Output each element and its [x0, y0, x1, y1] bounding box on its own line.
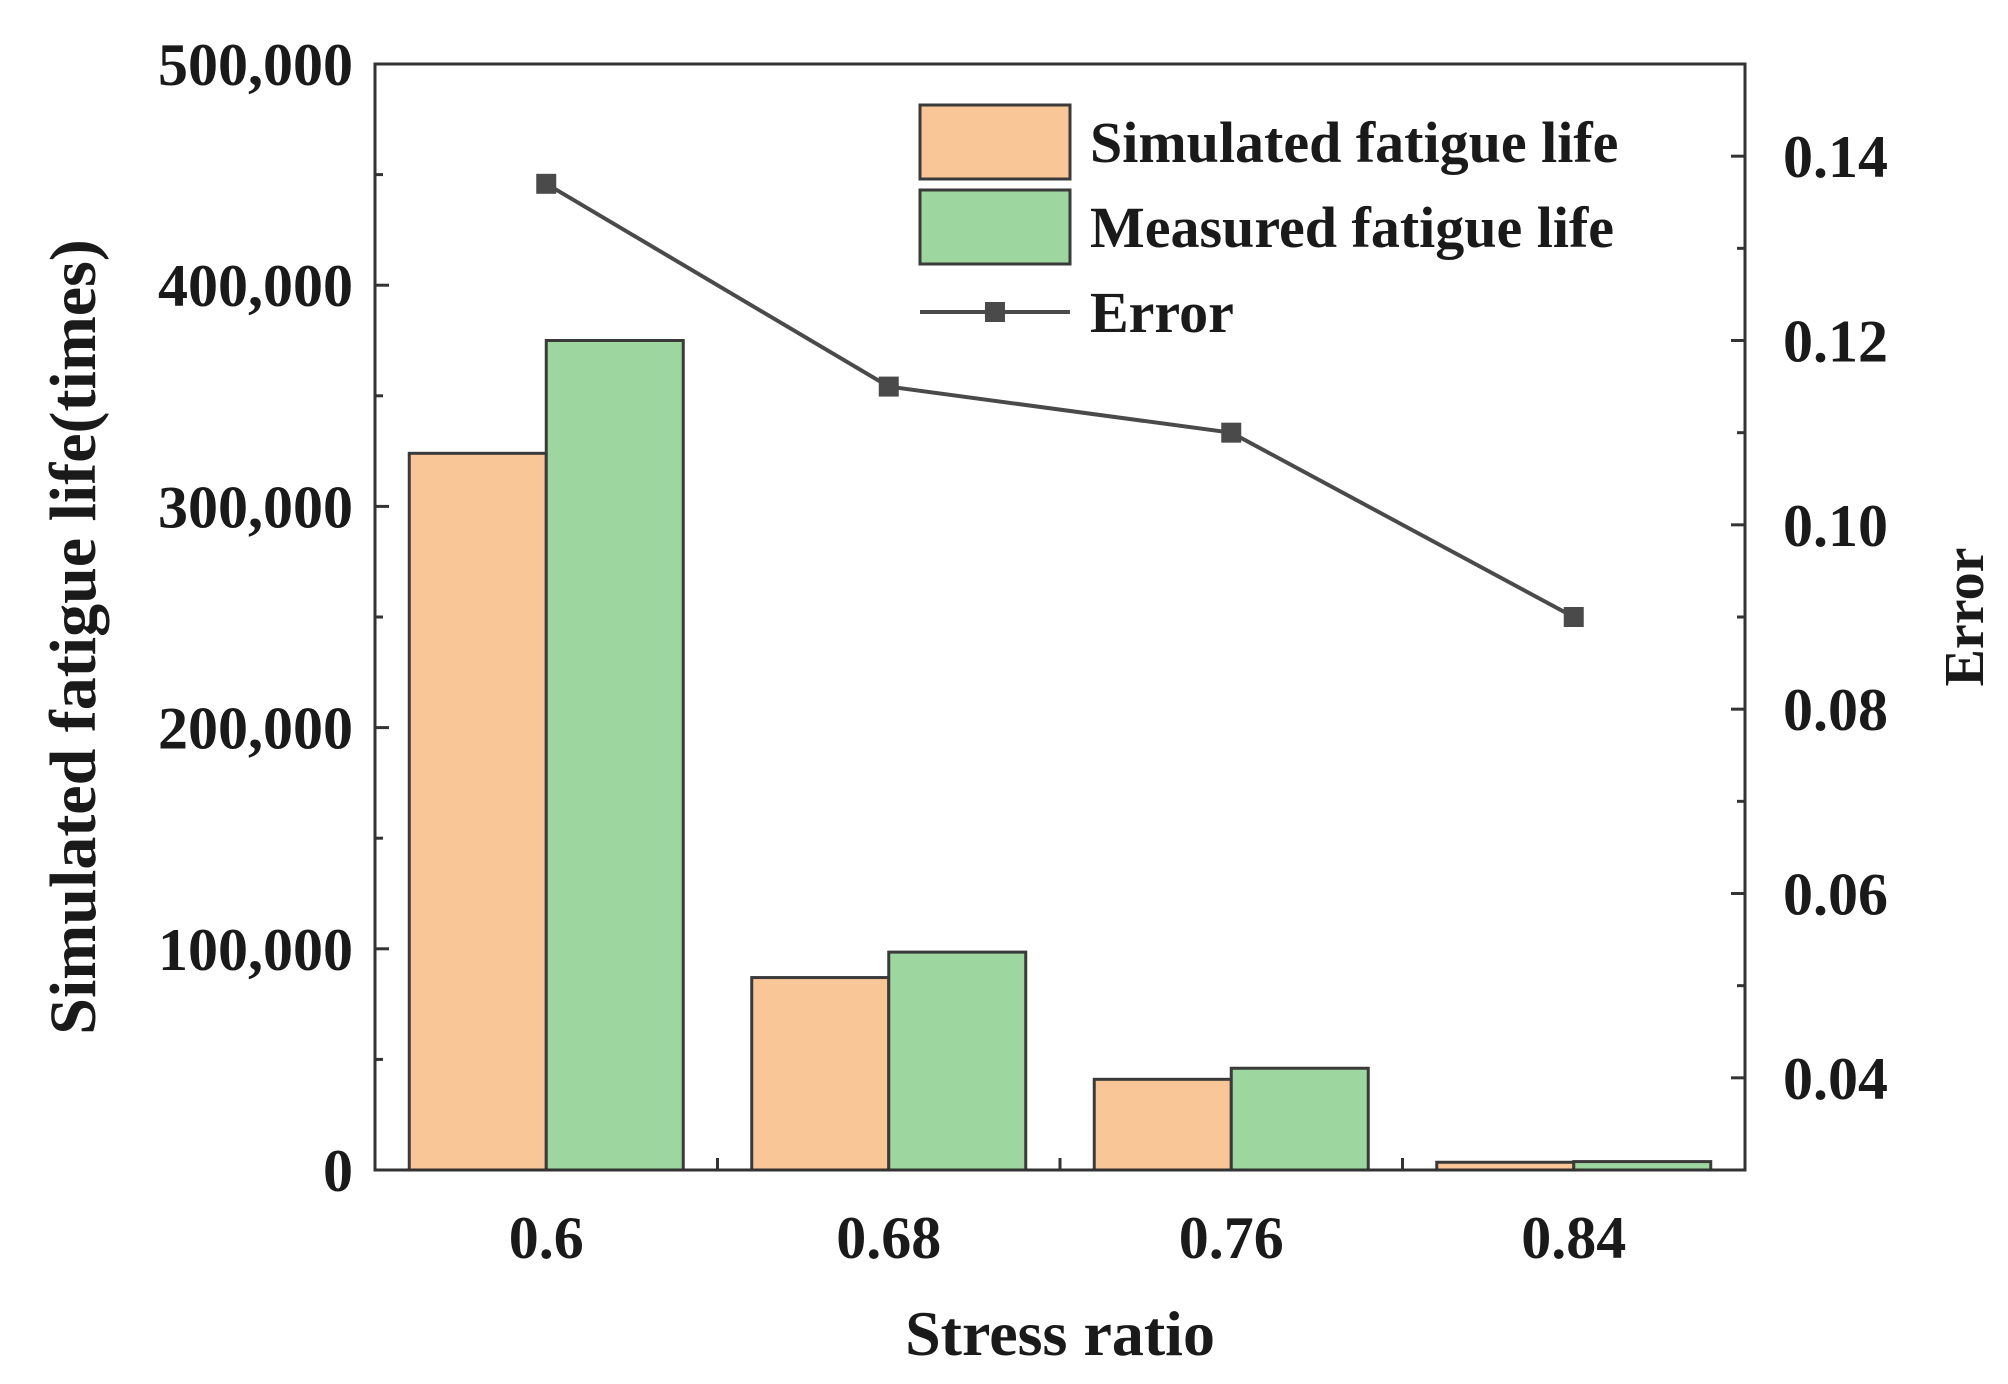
- legend-label: Simulated fatigue life: [1090, 110, 1618, 175]
- bar-simulated-0: [407, 451, 548, 1172]
- legend-label: Error: [1090, 280, 1234, 345]
- error-point-0: [536, 173, 557, 194]
- x-axis-title: Stress ratio: [905, 1298, 1215, 1369]
- bar-measured-2: [1229, 1066, 1370, 1172]
- legend-swatch-measured: [918, 188, 1072, 266]
- bar-simulated-1: [750, 976, 891, 1172]
- legend: Simulated fatigue life Measured fatigue l…: [918, 103, 1618, 345]
- y2-tick-label: 0.14: [1783, 124, 1888, 190]
- bar-measured-1: [887, 950, 1028, 1172]
- x-tick-label: 0.76: [1179, 1205, 1284, 1271]
- error-line-layer: [536, 173, 1584, 627]
- legend-label: Measured fatigue life: [1090, 195, 1614, 260]
- y-axis-title: Simulated fatigue life(times): [37, 239, 110, 1035]
- y2-tick-label: 0.08: [1783, 677, 1888, 743]
- y2-axis-title: Error: [1934, 548, 1996, 687]
- legend-swatch-error-marker: [985, 302, 1005, 322]
- legend-swatch-simulated: [918, 103, 1072, 181]
- y2-tick-label: 0.06: [1783, 862, 1888, 928]
- error-line: [545, 182, 1575, 619]
- y2-tick-label: 0.12: [1783, 309, 1888, 375]
- y-tick-label: 400,000: [158, 253, 353, 319]
- y-tick-label: 0: [323, 1138, 353, 1204]
- y2-tick-label: 0.10: [1783, 493, 1888, 559]
- y2-tick-label: 0.04: [1783, 1046, 1888, 1112]
- y-tick-label: 300,000: [158, 474, 353, 540]
- error-point-2: [1221, 422, 1242, 443]
- y-tick-label: 200,000: [158, 696, 353, 762]
- y-tick-label: 100,000: [158, 917, 353, 983]
- bar-measured-0: [544, 339, 685, 1172]
- bar-simulated-2: [1092, 1077, 1233, 1172]
- error-point-3: [1563, 607, 1584, 627]
- bars-layer: [407, 339, 1713, 1172]
- x-tick-label: 0.6: [509, 1205, 584, 1271]
- error-point-1: [878, 376, 899, 397]
- x-tick-label: 0.68: [836, 1205, 941, 1271]
- x-tick-label: 0.84: [1521, 1205, 1626, 1271]
- ticks-layer: 0 100,000 200,000 300,000 400,000 500,000 0.04…: [158, 32, 1888, 1271]
- y-tick-label: 500,000: [158, 32, 353, 98]
